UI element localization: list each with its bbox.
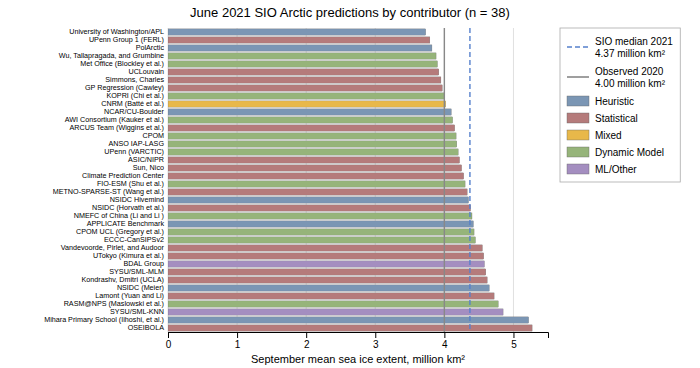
x-tick-label: 1 (235, 339, 241, 350)
x-tick-mark (306, 332, 307, 338)
y-axis: University of Washington/APLUPenn Group … (44, 27, 164, 332)
x-tick-label: 0 (166, 339, 172, 350)
bar (168, 69, 439, 75)
grid (168, 28, 513, 332)
x-tick: 5 (511, 332, 517, 350)
x-axis: 0 1 2 3 4 5 (166, 332, 549, 350)
bar (168, 53, 436, 59)
bar (168, 261, 484, 267)
bar (168, 61, 437, 67)
legend-label: SIO median 20214.37 million km² (595, 36, 673, 59)
x-axis-line (169, 333, 549, 339)
legend-label: Heuristic (595, 96, 634, 107)
legend-item: SIO median 20214.37 million km² (567, 36, 673, 59)
legend-swatch (567, 113, 589, 123)
bar (168, 133, 456, 139)
y-tick: OSEIBOLA (128, 323, 165, 332)
reference-line (469, 28, 470, 332)
bar (168, 125, 455, 131)
chart: June 2021 SIO Arctic predictions by cont… (0, 0, 700, 368)
bar (168, 301, 498, 307)
legend-item: Heuristic (567, 96, 634, 107)
reference-line (444, 28, 445, 332)
legend-line (567, 46, 589, 48)
legend-label: Observed 20204.00 million km² (595, 66, 666, 89)
grid-line (444, 28, 445, 332)
x-tick-label: 4 (442, 339, 448, 350)
x-axis-title: September mean sea ice extent, million k… (251, 353, 465, 365)
bar (168, 29, 426, 35)
legend-item: Observed 20204.00 million km² (567, 66, 666, 89)
bar (168, 189, 467, 195)
bar (168, 117, 453, 123)
legend: SIO median 20214.37 million km² Observed … (560, 28, 680, 182)
bar (168, 77, 441, 83)
x-tick-label: 2 (304, 339, 310, 350)
legend-box (560, 28, 680, 182)
x-tick-label: 3 (373, 339, 379, 350)
bar (168, 93, 444, 99)
x-tick: 3 (373, 332, 379, 350)
bar (168, 237, 475, 243)
bar (168, 269, 486, 275)
x-tick: 0 (166, 332, 172, 350)
bar (168, 317, 529, 323)
title: June 2021 SIO Arctic predictions by cont… (190, 5, 510, 20)
bar (168, 253, 484, 259)
x-tick: 4 (442, 332, 448, 350)
bar (168, 109, 451, 115)
x-tick: 2 (304, 332, 310, 350)
legend-swatch (567, 130, 589, 140)
x-tick-mark (237, 332, 238, 338)
bar (168, 173, 464, 179)
legend-label: Mixed (595, 130, 622, 141)
x-tick-mark (444, 332, 445, 338)
bar (168, 141, 457, 147)
legend-swatch (567, 96, 589, 106)
legend-item: Statistical (567, 113, 638, 124)
bar (168, 181, 465, 187)
x-tick-label: 5 (511, 339, 517, 350)
grid-line (513, 28, 514, 332)
x-tick: 1 (235, 332, 241, 350)
bar (168, 277, 487, 283)
legend-swatch (567, 147, 589, 157)
legend-item: Mixed (567, 130, 622, 141)
x-tick-mark (375, 332, 376, 338)
bar (168, 325, 532, 331)
bar (168, 309, 503, 315)
x-tick-mark (168, 332, 169, 338)
bar (168, 45, 432, 51)
legend-label: Statistical (595, 113, 638, 124)
x-tick-mark (513, 332, 514, 338)
plot-area: 0 1 2 3 4 5 University of Washington/APLUPenn … (44, 27, 548, 350)
bar (168, 221, 473, 227)
bar (168, 149, 458, 155)
bar (168, 157, 460, 163)
legend-item: Dynamic Model (567, 147, 664, 158)
bar (168, 245, 482, 251)
bar (168, 85, 442, 91)
bar (168, 285, 489, 291)
bar (168, 101, 446, 107)
legend-label: ML/Other (595, 164, 637, 175)
bar (168, 293, 494, 299)
legend-label: Dynamic Model (595, 147, 664, 158)
legend-item: ML/Other (567, 164, 637, 175)
bar (168, 205, 471, 211)
bar (168, 213, 472, 219)
bar (168, 229, 474, 235)
bar (168, 165, 462, 171)
legend-swatch (567, 164, 589, 174)
y-tick-label: OSEIBOLA (128, 323, 165, 332)
bar (168, 37, 430, 43)
marks (168, 28, 532, 332)
legend-line (567, 76, 589, 78)
bar (168, 197, 469, 203)
